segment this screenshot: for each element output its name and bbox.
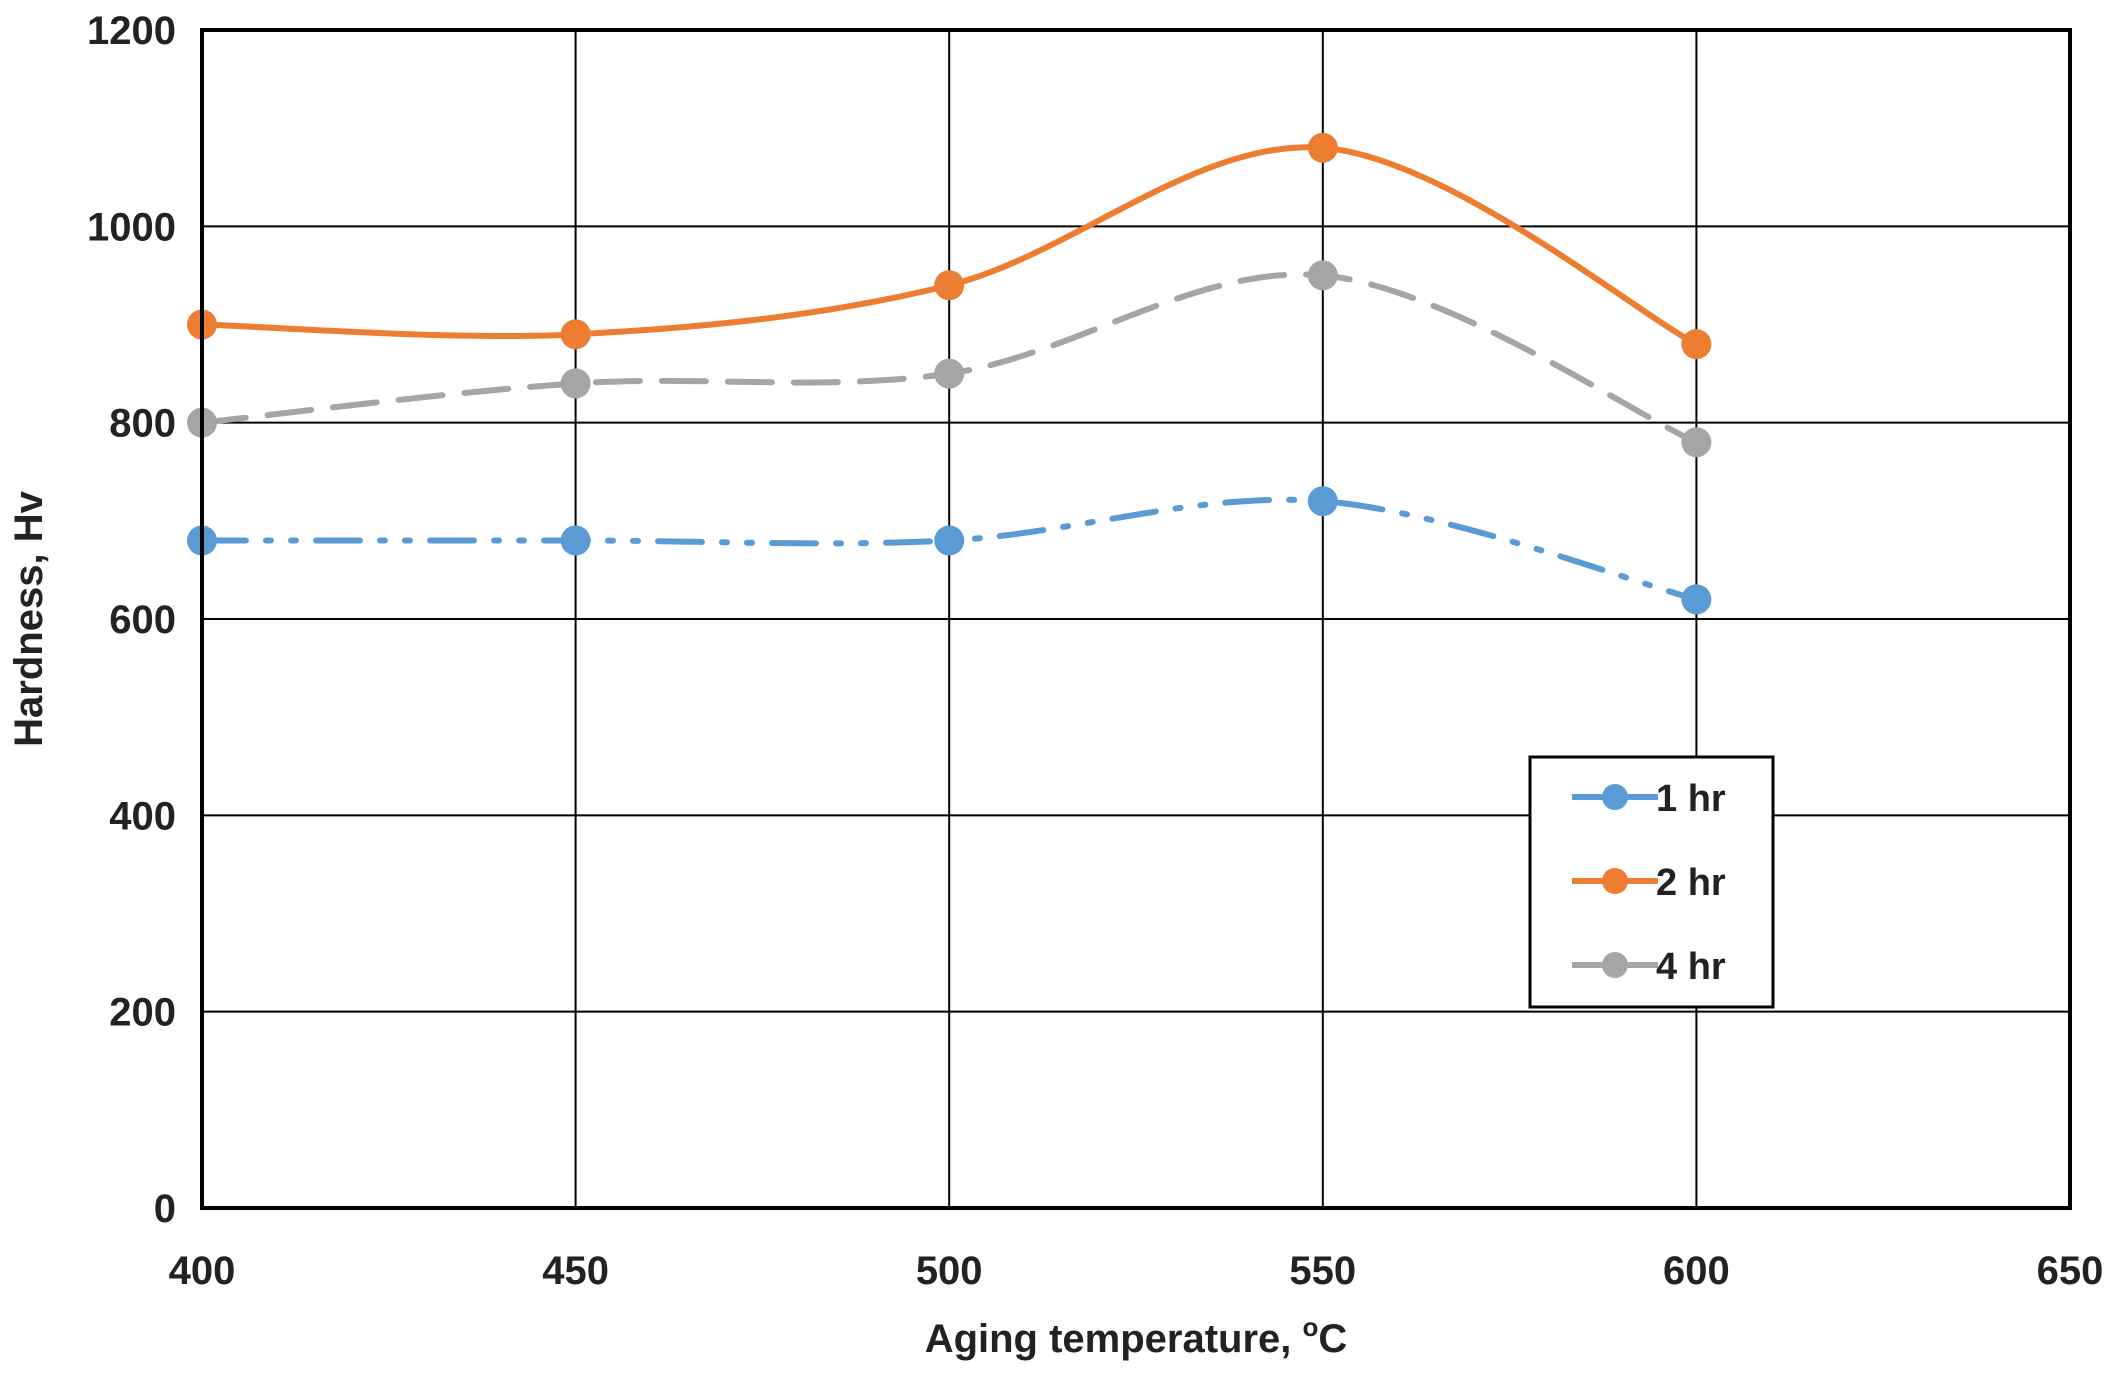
y-tick-label: 1000 [87,205,176,249]
series-0 [187,486,1712,615]
data-point [1307,132,1338,163]
x-axis-title: Aging temperature, oC [925,1312,1348,1361]
data-point [1681,427,1712,458]
legend-marker [1602,784,1628,810]
legend-label: 1 hr [1656,778,1726,820]
series-layer [187,132,1712,615]
x-axis-title-text: Aging temperature, [925,1317,1303,1361]
plot-area-frame [200,28,2072,1210]
legend: 1 hr 2 hr 4 hr [1528,755,1775,1009]
tick-labels: 0 200 400 600 800 1000 1200 400 450 500 550 600 650 [87,9,2103,1293]
data-point [560,319,591,350]
y-axis-title: Hardness, Hv [7,490,51,746]
series-1 [187,132,1712,360]
y-tick-label: 800 [109,402,176,446]
data-point [934,525,965,556]
y-tick-label: 200 [109,991,176,1035]
data-point [1681,329,1712,360]
x-axis-title-degree: o [1303,1312,1319,1342]
data-point [1307,486,1338,517]
data-point [560,368,591,399]
legend-label: 2 hr [1656,862,1726,904]
y-tick-label: 0 [154,1187,176,1231]
legend-marker [1602,868,1628,894]
x-tick-label: 650 [2037,1249,2104,1293]
y-tick-label: 1200 [87,9,176,53]
legend-label: 4 hr [1656,946,1726,988]
legend-entry: 1 hr [1572,778,1726,820]
x-tick-label: 600 [1663,1249,1730,1293]
data-point [560,525,591,556]
x-tick-label: 400 [169,1249,236,1293]
x-axis-title-unit: C [1318,1317,1347,1361]
x-tick-label: 500 [916,1249,983,1293]
data-point [1681,584,1712,615]
x-tick-label: 450 [542,1249,609,1293]
legend-entry: 2 hr [1572,862,1726,904]
y-tick-label: 600 [109,598,176,642]
data-point [1307,260,1338,291]
data-point [934,358,965,389]
legend-marker [1602,952,1628,978]
grid [201,29,2071,1209]
y-tick-label: 400 [109,794,176,838]
data-point [934,270,965,301]
x-tick-label: 550 [1289,1249,1356,1293]
legend-entry: 4 hr [1572,946,1726,988]
